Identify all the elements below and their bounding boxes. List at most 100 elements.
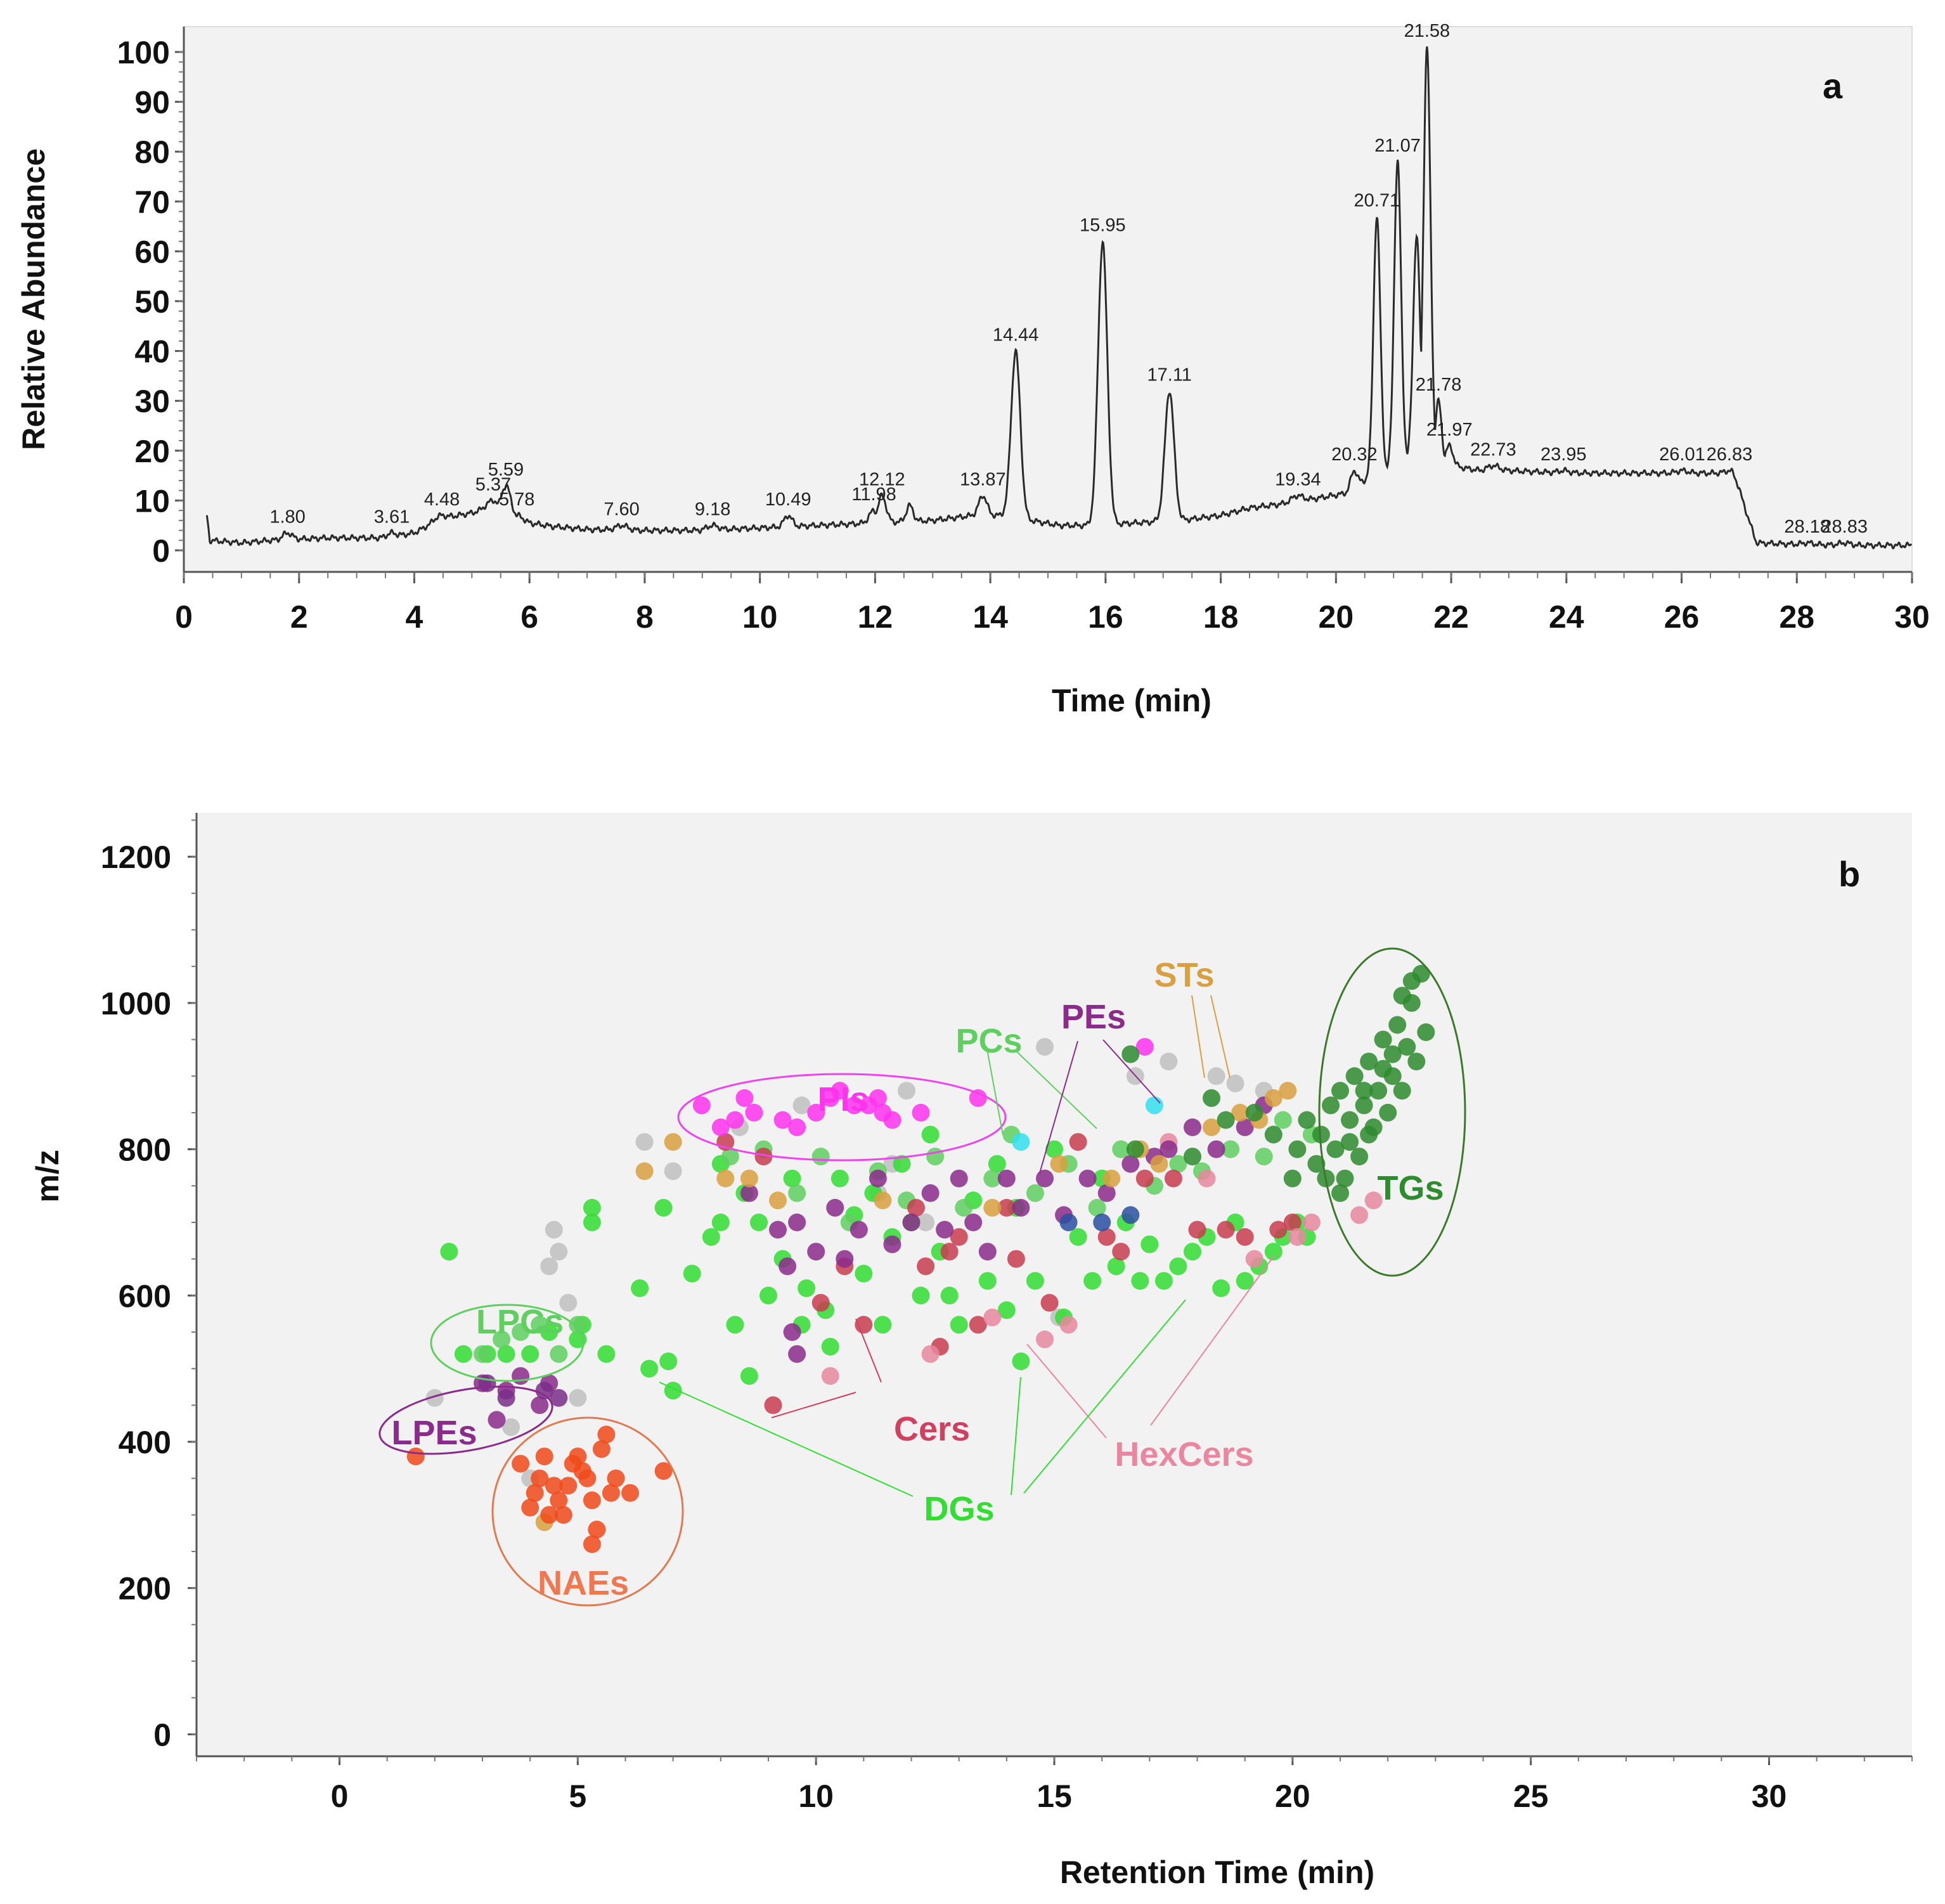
point-dgs	[997, 1301, 1016, 1319]
point-naes	[583, 1491, 601, 1510]
point-pes	[779, 1257, 797, 1276]
peak-label: 5.78	[499, 489, 534, 510]
point-tgs	[1203, 1089, 1220, 1107]
panel-a-x-tick-label: 14	[972, 599, 1008, 635]
point-cers	[907, 1198, 925, 1217]
point-naes	[512, 1454, 530, 1473]
point-unannotated	[1036, 1038, 1054, 1056]
point-pes	[850, 1221, 868, 1239]
point-dgs	[1107, 1257, 1125, 1276]
point-pcs	[569, 1316, 587, 1334]
point-pes	[936, 1221, 954, 1239]
point-lpes	[497, 1389, 515, 1407]
panel-b-plot-area	[197, 813, 1912, 1756]
point-dgs	[659, 1352, 678, 1371]
point-dgs	[683, 1264, 701, 1283]
panel-a-y-axis-title: Relative Abundance	[16, 148, 51, 450]
point-sts	[740, 1169, 758, 1188]
point-unannotated	[545, 1221, 563, 1239]
panel-tag-b: b	[1838, 854, 1860, 894]
panel-b-x-tick-label: 30	[1752, 1778, 1787, 1814]
point-pcs	[1169, 1155, 1187, 1173]
point-tgs	[1217, 1111, 1235, 1129]
point-unannotated	[1226, 1074, 1244, 1092]
point-dgs	[821, 1338, 839, 1356]
panel-a-x-tick-label: 8	[636, 599, 654, 635]
point-dgs	[654, 1198, 673, 1217]
point-lpes	[550, 1389, 568, 1407]
label-sts: STs	[1154, 956, 1214, 994]
peak-label: 26.01	[1659, 444, 1705, 465]
point-pes	[807, 1243, 825, 1261]
peak-label: 13.87	[960, 470, 1006, 490]
point-pes	[1097, 1184, 1116, 1202]
point-tgs	[1322, 1096, 1340, 1115]
point-tgs	[1312, 1125, 1330, 1144]
point-naes	[540, 1506, 559, 1524]
point-pis	[735, 1089, 754, 1107]
panel-a-y-tick-label: 70	[134, 185, 170, 220]
point-pes	[740, 1184, 758, 1202]
panel-a-y-tick-label: 100	[117, 35, 170, 70]
point-hexcers	[1350, 1206, 1369, 1224]
panel-b-y-tick-label: 1200	[101, 839, 171, 875]
point-naes	[535, 1447, 553, 1466]
point-tgs	[1341, 1133, 1359, 1151]
point-tgs	[1379, 1103, 1397, 1122]
panel-a-y-tick-label: 50	[134, 284, 170, 320]
point-pes	[978, 1243, 997, 1261]
peak-label: 28.83	[1821, 517, 1868, 537]
dgs-leader-line-3	[1023, 1299, 1186, 1494]
point-pis	[845, 1096, 863, 1115]
point-pcs	[1112, 1140, 1130, 1158]
point-cers	[1188, 1221, 1206, 1239]
point-dgs	[1141, 1235, 1159, 1253]
point-cers	[1069, 1133, 1087, 1151]
dgs-leader-line-2	[1011, 1376, 1021, 1496]
point-pis	[912, 1103, 930, 1122]
panel-a-y-tick-label: 20	[134, 434, 170, 469]
point-tgs	[1331, 1082, 1349, 1100]
panel-a-x-tick-label: 6	[520, 599, 538, 635]
point-sts	[983, 1198, 1002, 1217]
peak-label: 23.95	[1541, 444, 1587, 465]
peak-label: 28.18	[1784, 517, 1830, 537]
peak-label: 4.48	[424, 489, 460, 510]
sts-leader-line	[1191, 995, 1205, 1078]
point-hexcers	[1198, 1169, 1216, 1188]
point-unannotated	[1207, 1067, 1225, 1085]
point-naes	[531, 1469, 549, 1487]
point-dgs	[726, 1316, 744, 1334]
peak-label: 14.44	[993, 325, 1039, 346]
point-cers	[1112, 1243, 1130, 1261]
point-tgs	[1355, 1082, 1373, 1100]
point-tgs	[1417, 1023, 1435, 1041]
peak-label: 21.58	[1404, 21, 1451, 41]
peak-label: 5.59	[488, 460, 524, 480]
pcs-leader-line-2	[1014, 1049, 1097, 1129]
panel-a-x-tick-label: 0	[175, 599, 193, 635]
point-hexcers	[821, 1367, 839, 1385]
peak-label: 11.98	[851, 484, 896, 505]
panel-a-x-tick-label: 26	[1664, 599, 1700, 635]
pcs-leader-line	[986, 1046, 1004, 1136]
panel-b-y-tick-label: 200	[119, 1571, 171, 1607]
point-sts	[664, 1133, 682, 1151]
point-pcs	[811, 1148, 830, 1166]
point-hexcers	[1302, 1214, 1321, 1231]
point-unannotated	[792, 1096, 811, 1115]
point-pes	[883, 1235, 901, 1253]
label-pis: PIs	[817, 1080, 869, 1118]
point-dgs	[454, 1345, 472, 1363]
peak-label: 17.11	[1147, 365, 1192, 385]
point-sts	[1264, 1089, 1283, 1107]
point-dgs	[711, 1214, 730, 1231]
peak-labels: 1.80 3.61 4.48 5.375.59 5.78 7.60 9.18 10.49 11.…	[269, 21, 1868, 537]
peak-label: 20.32	[1331, 444, 1378, 465]
point-naes	[602, 1484, 620, 1502]
pis-ellipse	[677, 1073, 1007, 1162]
point-cers	[1040, 1293, 1059, 1312]
point-pcs	[955, 1198, 973, 1217]
point-cers	[1217, 1221, 1235, 1239]
